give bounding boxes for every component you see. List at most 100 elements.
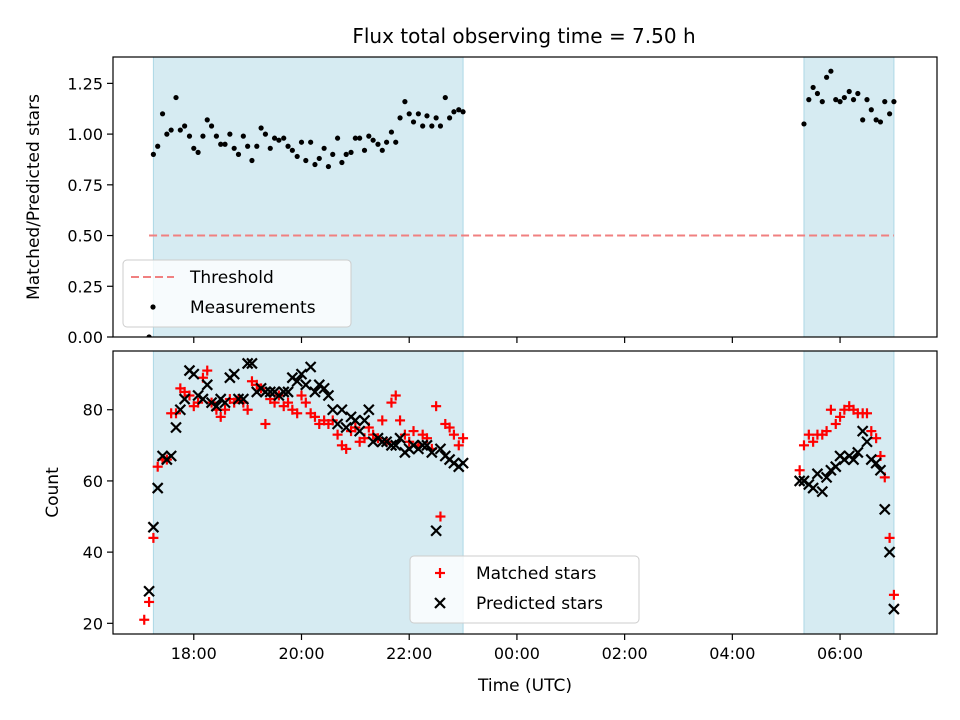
matched-star-point xyxy=(152,461,163,472)
measurement-point xyxy=(460,109,466,115)
measurement-point xyxy=(410,119,417,125)
measurement-point xyxy=(860,117,866,123)
predicted-star-point xyxy=(376,435,389,448)
measurement-point xyxy=(276,137,282,143)
x-axis-label: Time (UTC) xyxy=(477,676,572,696)
measurement-point xyxy=(249,157,255,164)
predicted-star-point xyxy=(228,368,240,380)
predicted-star-point xyxy=(165,450,177,462)
predicted-star-point xyxy=(178,393,191,405)
measurement-point xyxy=(828,68,834,74)
measurement-point xyxy=(200,133,206,139)
legend: Matched stars Predicted stars xyxy=(409,555,640,624)
matched-star-point xyxy=(148,532,159,543)
measurement-point xyxy=(451,109,457,115)
matched-star-point xyxy=(435,511,446,522)
measurement-point xyxy=(150,151,156,157)
measurement-point xyxy=(864,97,870,103)
predicted-star-point xyxy=(811,468,824,480)
measurement-point xyxy=(882,99,888,105)
axes-frame xyxy=(112,56,938,338)
predicted-star-point xyxy=(416,439,429,452)
measurement-point xyxy=(868,107,874,113)
measurement-point xyxy=(173,94,179,101)
measurement-point xyxy=(420,123,426,129)
predicted-star-point xyxy=(210,400,223,412)
matched-star-point xyxy=(296,390,307,401)
matched-star-point xyxy=(861,408,872,419)
y-tick-label: 20 xyxy=(83,614,103,633)
measurement-point xyxy=(325,163,332,170)
matched-star-point xyxy=(808,436,819,447)
predicted-star-point xyxy=(870,457,882,469)
measurement-point xyxy=(186,133,193,139)
measurement-point xyxy=(877,119,884,125)
predicted-star-point xyxy=(295,368,308,380)
matched-star-point xyxy=(242,404,253,415)
measurement-point xyxy=(433,115,439,121)
measurement-point xyxy=(235,151,242,157)
matched-star-point xyxy=(871,433,882,444)
y-tick-label: 0.25 xyxy=(67,277,103,296)
predicted-star-point xyxy=(426,446,438,459)
measurement-point xyxy=(312,161,318,168)
predicted-star-point xyxy=(241,357,254,370)
observing-window xyxy=(803,350,895,635)
matched-star-point xyxy=(139,614,150,625)
predicted-star-point xyxy=(291,375,303,388)
predicted-star-point xyxy=(340,421,352,434)
predicted-star-point xyxy=(188,368,200,380)
x-tick-label: 04:00 xyxy=(709,644,755,663)
measurement-point xyxy=(833,97,839,103)
y-tick-label: 0.50 xyxy=(67,227,103,246)
measurement-point xyxy=(281,135,287,141)
measurement-point xyxy=(873,117,879,123)
predicted-star-point xyxy=(246,357,258,370)
predicted-star-point xyxy=(336,403,348,416)
measurement-point xyxy=(429,123,435,129)
count-panel: 20 40 60 80 18:00 20:00 22:00 00:00 02:00 04:00 06… xyxy=(43,350,938,696)
measurement-point xyxy=(343,151,349,157)
predicted-star-point xyxy=(820,471,833,484)
measurement-point xyxy=(267,145,273,151)
matched-star-point xyxy=(260,418,271,429)
matched-star-point xyxy=(309,411,320,422)
matched-star-point xyxy=(395,415,406,426)
legend-predicted-label: Predicted stars xyxy=(476,594,603,614)
observing-window xyxy=(803,56,895,338)
predicted-star-point xyxy=(358,414,371,427)
legend-threshold-label: Threshold xyxy=(189,268,274,288)
legend-matched-swatch xyxy=(435,568,445,578)
measurement-point xyxy=(456,107,462,113)
legend-matched-label: Matched stars xyxy=(476,564,596,584)
measurement-point xyxy=(801,121,807,127)
measurement-point xyxy=(168,127,174,133)
measurement-point xyxy=(846,88,852,95)
measurement-point xyxy=(841,94,847,101)
matched-star-point xyxy=(283,397,294,408)
measurement-point xyxy=(240,133,246,139)
measurement-point xyxy=(370,137,376,143)
legend: Threshold Measurements xyxy=(122,259,352,328)
measurement-point xyxy=(814,90,821,97)
legend-predicted-swatch xyxy=(434,597,446,609)
measurement-point xyxy=(887,111,893,117)
measurement-point xyxy=(245,143,251,149)
measurement-point xyxy=(308,139,314,145)
predicted-star-point xyxy=(349,414,362,427)
predicted-star-point xyxy=(197,393,209,405)
plot-area xyxy=(146,68,897,337)
predicted-star-point xyxy=(847,453,860,466)
chart-title: Flux total observing time = 7.50 h xyxy=(352,24,695,48)
predicted-star-point xyxy=(309,386,321,398)
measurement-point xyxy=(393,139,399,145)
x-tick-label: 02:00 xyxy=(602,644,648,663)
y-tick-label: 80 xyxy=(83,401,103,420)
measurement-point xyxy=(227,131,233,137)
predicted-star-point xyxy=(816,485,829,498)
predicted-star-point xyxy=(237,393,250,405)
x-tick-label: 22:00 xyxy=(386,644,432,663)
predicted-star-point xyxy=(219,396,231,409)
matched-star-point xyxy=(390,390,401,401)
measurement-point xyxy=(406,111,412,117)
